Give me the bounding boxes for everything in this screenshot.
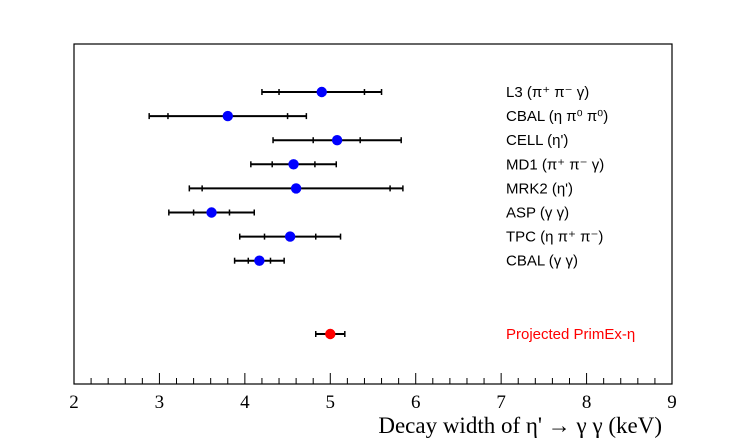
plot-frame [73,43,673,385]
data-point [316,86,327,98]
measurement-label: L3 (π⁺ π⁻ γ) [506,84,589,101]
measurement-label: CBAL (η π⁰ π⁰) [506,108,608,125]
measurement-label: CELL (η') [506,132,568,149]
data-point [290,183,302,194]
measurement-label: MD1 (π⁺ π⁻ γ) [506,156,604,173]
data-point [288,159,299,170]
measurement-label: MRK2 (η') [506,180,573,197]
x-tick-label: 2 [69,392,79,413]
data-point [206,207,217,218]
error-bars [148,89,404,337]
x-tick-label: 8 [582,392,592,413]
data-point [331,135,343,146]
data-point [284,231,296,242]
x-tick-label: 4 [240,392,250,413]
data-point [254,255,265,266]
x-tick-label: 5 [326,392,336,413]
x-axis-ticks [73,373,673,384]
x-tick-label: 3 [155,392,165,413]
x-tick-label: 7 [496,392,506,413]
x-axis-title: Decay width of η' → γ γ (keV) [378,413,662,438]
projected-point [325,328,336,340]
measurement-label: ASP (γ γ) [506,205,569,222]
x-tick-label: 9 [667,392,677,413]
measurement-label: CBAL (γ γ) [506,253,578,270]
data-point [222,110,233,122]
measurement-label: TPC (η π⁺ π⁻) [506,229,603,246]
projected-label: Projected PrimEx-η [506,326,635,343]
data-points [206,86,343,340]
x-axis-tick-labels: 2 3 4 5 6 7 8 9 [69,392,677,413]
x-tick-label: 6 [411,392,421,413]
legend-labels: L3 (π⁺ π⁻ γ) CBAL (η π⁰ π⁰) CELL (η') MD1 (… [506,84,635,343]
